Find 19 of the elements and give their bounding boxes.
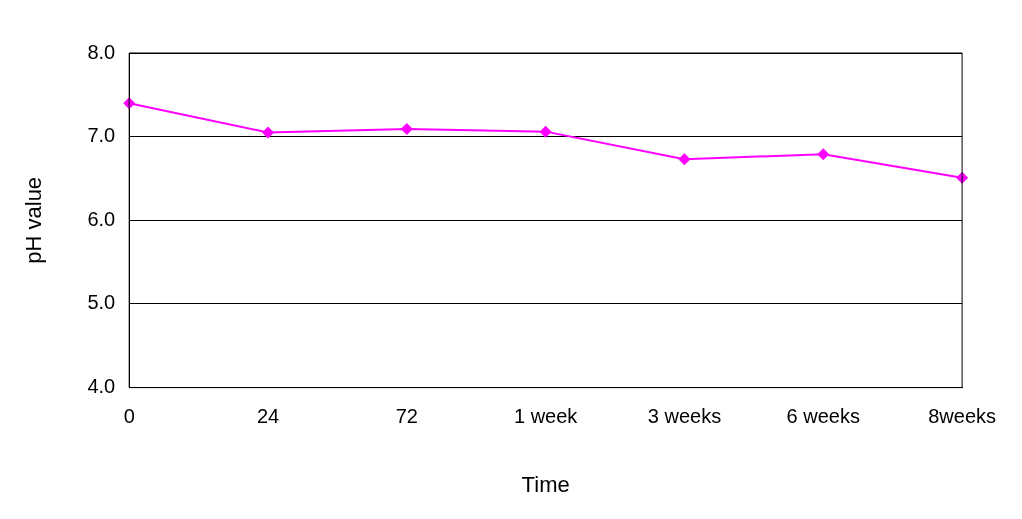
x-tick-label: 72: [395, 405, 418, 428]
y-tick-label: 7.0: [87, 124, 116, 147]
x-tick-label: 6 weeks: [786, 405, 860, 428]
x-tick-label: 1 week: [513, 405, 579, 428]
y-axis-title: pH value: [21, 176, 47, 264]
y-tick-label: 4.0: [87, 375, 116, 398]
x-axis-title: Time: [521, 471, 570, 497]
point: [400, 123, 413, 136]
x-tick-label: 0: [123, 405, 135, 428]
x-tick-label: 3 weeks: [647, 405, 722, 428]
y-tick-label: 5.0: [87, 291, 116, 314]
y-tick-label: 6.0: [87, 207, 116, 230]
point: [539, 125, 552, 138]
y-tick-label: 8.0: [87, 40, 116, 63]
point: [262, 126, 275, 139]
x-tick-label: 24: [256, 405, 280, 428]
point: [678, 153, 691, 166]
x-tick-label: 8weeks: [928, 405, 996, 428]
point: [817, 148, 830, 161]
